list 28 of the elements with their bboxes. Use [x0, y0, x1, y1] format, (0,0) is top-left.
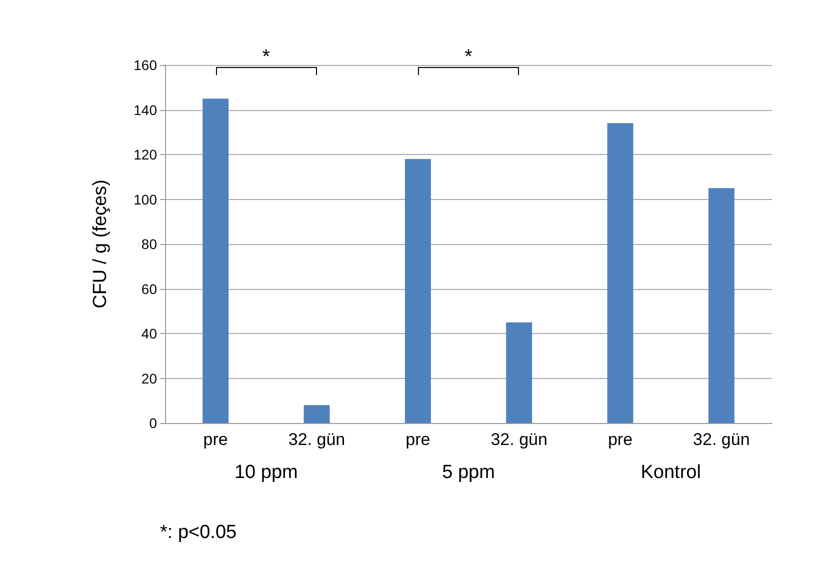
- bar: [607, 123, 634, 423]
- x-tick-label: pre: [608, 430, 633, 449]
- text: Kontrol: [640, 462, 701, 483]
- x-tick-label: pre: [203, 430, 228, 449]
- x-tick-label: 32. gün: [693, 430, 750, 449]
- y-tick-label: 120: [134, 146, 158, 162]
- annotation: *: [464, 46, 473, 68]
- bar: [506, 322, 532, 423]
- text: *: p<0.05: [160, 522, 237, 543]
- bar: [404, 158, 431, 423]
- annotation: *: [262, 46, 270, 68]
- text: 5 ppm: [442, 462, 495, 483]
- y-tick-label: 100: [134, 191, 158, 208]
- bar: [708, 188, 734, 423]
- y-axis-title: CFU / g (feçes): [90, 180, 111, 308]
- x-tick-label: 32. gün: [490, 430, 548, 449]
- text: 10 ppm: [234, 462, 298, 483]
- x-tick-label: 32. gün: [288, 430, 346, 449]
- bar: [202, 98, 229, 423]
- bar: [304, 405, 330, 423]
- y-tick-label: 0: [149, 415, 158, 431]
- y-tick-label: 160: [134, 57, 158, 73]
- y-tick-label: 80: [141, 236, 158, 252]
- y-tick-label: 20: [141, 370, 158, 386]
- y-tick-label: 40: [141, 326, 158, 342]
- y-tick-label: 60: [141, 280, 158, 297]
- y-tick-label: 140: [134, 102, 158, 118]
- x-tick-label: pre: [406, 430, 430, 449]
